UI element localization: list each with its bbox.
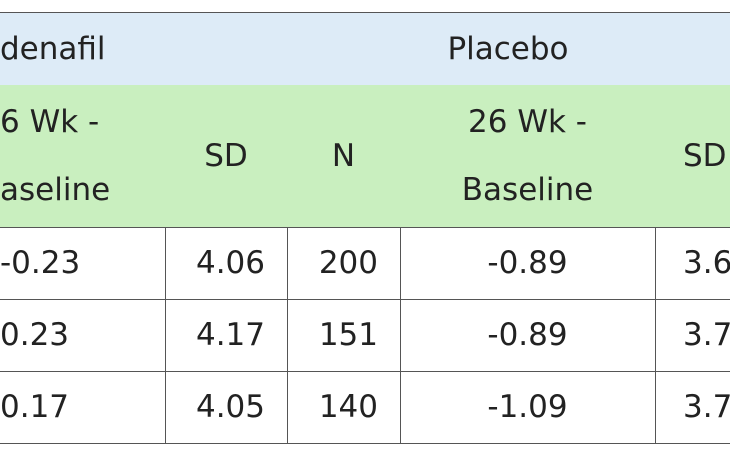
cell-text: 3.7 [683, 317, 730, 353]
cell-text: 151 [318, 317, 378, 353]
table-cell: -0.89 [400, 299, 656, 372]
header-text: SD [204, 138, 248, 174]
table-cell: 4.05 [165, 371, 288, 444]
table-cell: 4.06 [165, 227, 288, 300]
cell-text: 3.6 [683, 245, 730, 281]
cell-text: -0.89 [487, 317, 568, 353]
cell-text: 0.23 [0, 317, 70, 353]
column-header: N [287, 85, 401, 228]
cell-text: 4.05 [195, 389, 265, 425]
column-header: 6 Wk - aseline [0, 85, 166, 228]
table-cell: 4.17 [165, 299, 288, 372]
cell-text: 140 [318, 389, 378, 425]
header-line: Baseline [461, 172, 594, 208]
cell-text: -0.89 [487, 245, 568, 281]
header-text: SD [683, 138, 727, 174]
group-label: Placebo [447, 31, 569, 67]
table-cell: -1.09 [400, 371, 656, 444]
header-text: N [331, 138, 356, 174]
cell-text: -0.23 [0, 245, 81, 281]
column-header: 26 Wk - Baseline [400, 85, 656, 228]
table-cell: 0.23 [0, 299, 166, 372]
table-cell: 140 [287, 371, 401, 444]
group-header: Placebo [287, 12, 730, 86]
column-header: SD [165, 85, 288, 228]
cell-text: 3.7 [683, 389, 730, 425]
header-line: aseline [0, 172, 111, 208]
cell-text: -1.09 [487, 389, 568, 425]
table-cell: 3.7 [655, 371, 730, 444]
table-cell: 0.17 [0, 371, 166, 444]
cell-text: 4.06 [195, 245, 265, 281]
column-header: SD [655, 85, 730, 228]
table-cell: 151 [287, 299, 401, 372]
cell-text: 4.17 [195, 317, 265, 353]
table-cell: -0.89 [400, 227, 656, 300]
header-line: 26 Wk - [468, 104, 587, 140]
group-header: denafil [0, 12, 288, 86]
cell-text: 0.17 [0, 389, 70, 425]
table-cell: 3.7 [655, 299, 730, 372]
table-cell: 200 [287, 227, 401, 300]
table-cell: -0.23 [0, 227, 166, 300]
table-cell: 3.6 [655, 227, 730, 300]
group-label: denafil [0, 31, 106, 67]
header-line: 6 Wk - [0, 104, 100, 140]
cell-text: 200 [318, 245, 378, 281]
